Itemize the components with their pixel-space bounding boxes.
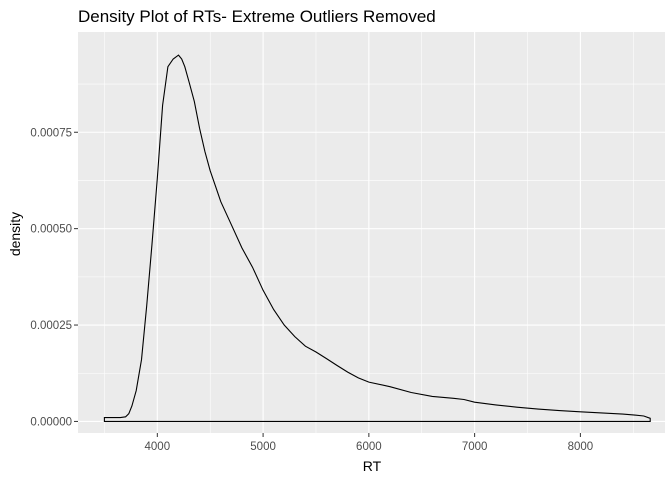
y-axis-title: density [7,212,23,256]
x-tick-label: 8000 [568,441,594,453]
y-tick-label: 0.00025 [30,320,72,332]
density-curve [103,54,651,422]
x-tick-label: 5000 [250,441,276,453]
plot-panel [78,32,665,433]
y-tick-label: 0.00075 [30,127,72,139]
y-axis-ticks: 0.00000 0.00025 0.00050 0.00075 [30,127,78,428]
x-tick-label: 7000 [462,441,488,453]
x-tick-label: 4000 [145,441,171,453]
minor-gridlines [78,32,665,433]
x-axis-ticks: 4000 5000 6000 7000 8000 [145,433,594,453]
y-tick-label: 0.00000 [30,416,72,428]
chart-title: Density Plot of RTs- Extreme Outliers Re… [78,7,436,26]
y-tick-label: 0.00050 [30,224,72,236]
x-tick-label: 6000 [356,441,382,453]
major-gridlines [78,32,665,433]
x-axis-title: RT [363,458,382,474]
